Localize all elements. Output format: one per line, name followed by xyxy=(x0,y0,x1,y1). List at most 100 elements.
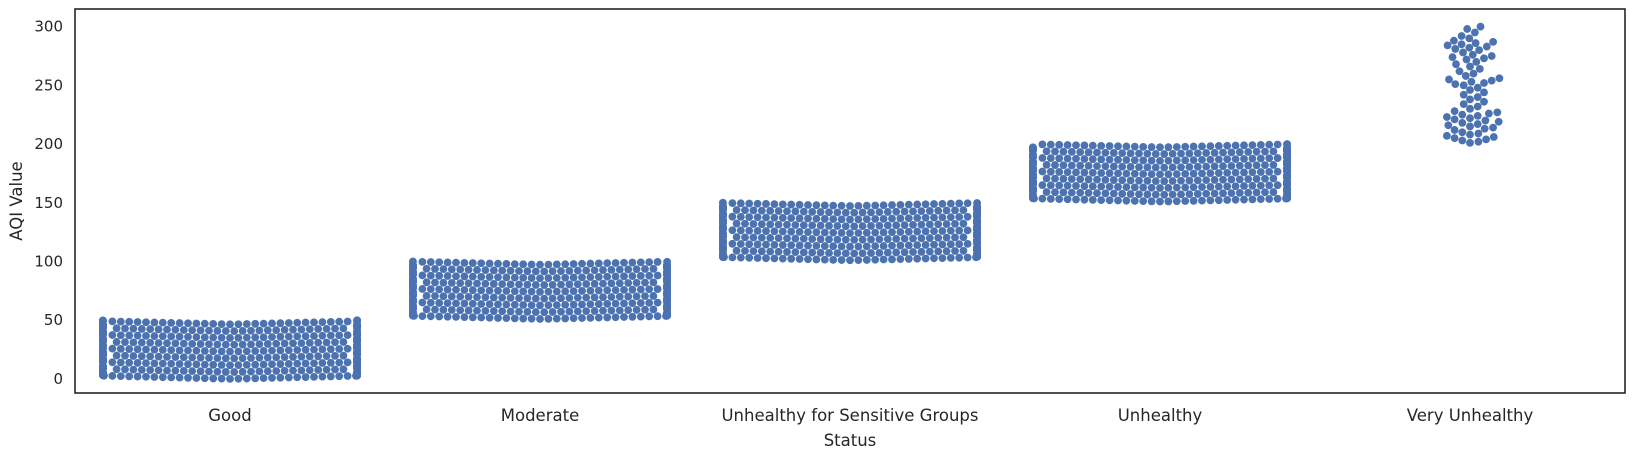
data-point xyxy=(1198,142,1206,150)
data-point xyxy=(1131,143,1139,151)
data-point xyxy=(1211,149,1219,157)
data-point xyxy=(599,307,607,315)
data-point xyxy=(947,213,955,221)
data-point xyxy=(184,347,192,355)
data-point xyxy=(1449,53,1457,61)
data-point xyxy=(1215,169,1223,177)
data-point xyxy=(570,301,578,309)
data-point xyxy=(256,368,264,376)
data-point xyxy=(235,361,243,369)
data-point xyxy=(1452,60,1460,68)
data-point xyxy=(1211,162,1219,170)
data-point xyxy=(184,360,192,368)
data-point xyxy=(951,247,959,255)
data-point xyxy=(519,260,527,268)
data-point xyxy=(876,249,884,257)
data-point xyxy=(452,299,460,307)
data-point xyxy=(323,325,331,333)
data-point xyxy=(117,345,125,353)
data-point xyxy=(498,294,506,302)
data-point xyxy=(897,242,905,250)
data-point xyxy=(1089,169,1097,177)
data-point xyxy=(762,227,770,235)
data-point xyxy=(146,366,154,374)
data-point xyxy=(1055,168,1063,176)
data-point xyxy=(737,240,745,248)
data-point xyxy=(1106,196,1114,204)
data-point xyxy=(1240,182,1248,190)
data-point xyxy=(1458,40,1466,48)
data-point xyxy=(209,320,217,328)
data-point xyxy=(595,314,603,322)
data-point xyxy=(1177,177,1185,185)
data-point xyxy=(188,326,196,334)
data-point xyxy=(327,373,335,381)
data-point xyxy=(574,307,582,315)
data-point xyxy=(260,333,268,341)
data-point xyxy=(1097,196,1105,204)
data-point xyxy=(293,319,301,327)
data-point xyxy=(1240,155,1248,163)
data-point xyxy=(1236,148,1244,156)
data-point xyxy=(719,199,727,207)
data-point xyxy=(880,242,888,250)
data-point xyxy=(256,340,264,348)
data-point xyxy=(1160,177,1168,185)
data-point xyxy=(892,249,900,257)
data-point xyxy=(1482,135,1490,143)
data-point xyxy=(1102,176,1110,184)
data-point xyxy=(608,293,616,301)
data-point xyxy=(260,347,268,355)
data-point xyxy=(1039,141,1047,149)
data-point xyxy=(741,247,749,255)
data-point xyxy=(1169,150,1177,158)
data-point xyxy=(1194,190,1202,198)
data-point xyxy=(758,207,766,215)
data-point xyxy=(260,320,268,328)
data-point xyxy=(804,255,812,263)
data-point xyxy=(1064,195,1072,203)
data-point xyxy=(1223,169,1231,177)
data-point xyxy=(1085,189,1093,197)
data-point xyxy=(1211,176,1219,184)
data-point xyxy=(1181,143,1189,151)
data-point xyxy=(214,327,222,335)
data-point xyxy=(1211,190,1219,198)
data-point xyxy=(1198,183,1206,191)
data-point xyxy=(109,372,117,380)
data-point xyxy=(298,353,306,361)
data-point xyxy=(964,199,972,207)
data-point xyxy=(821,215,829,223)
data-point xyxy=(1102,162,1110,170)
data-point xyxy=(1047,154,1055,162)
data-point xyxy=(578,260,586,268)
data-point xyxy=(251,374,259,382)
data-point xyxy=(130,325,138,333)
data-point xyxy=(511,260,519,268)
data-point xyxy=(1475,130,1483,138)
data-point xyxy=(1228,149,1236,157)
data-point xyxy=(172,326,180,334)
data-point xyxy=(193,360,201,368)
data-point xyxy=(637,299,645,307)
data-point xyxy=(298,339,306,347)
data-point xyxy=(260,361,268,369)
data-point xyxy=(1257,195,1265,203)
data-point xyxy=(766,248,774,256)
data-point xyxy=(306,339,314,347)
data-point xyxy=(1466,96,1474,104)
data-point xyxy=(1064,155,1072,163)
data-point xyxy=(629,259,637,267)
data-point xyxy=(419,312,427,320)
data-point xyxy=(633,306,641,314)
data-point xyxy=(745,200,753,208)
data-point xyxy=(909,221,917,229)
data-point xyxy=(654,272,662,280)
data-point xyxy=(733,247,741,255)
data-point xyxy=(1131,170,1139,178)
data-point xyxy=(570,260,578,268)
data-point xyxy=(427,285,435,293)
data-point xyxy=(926,234,934,242)
data-point xyxy=(762,200,770,208)
